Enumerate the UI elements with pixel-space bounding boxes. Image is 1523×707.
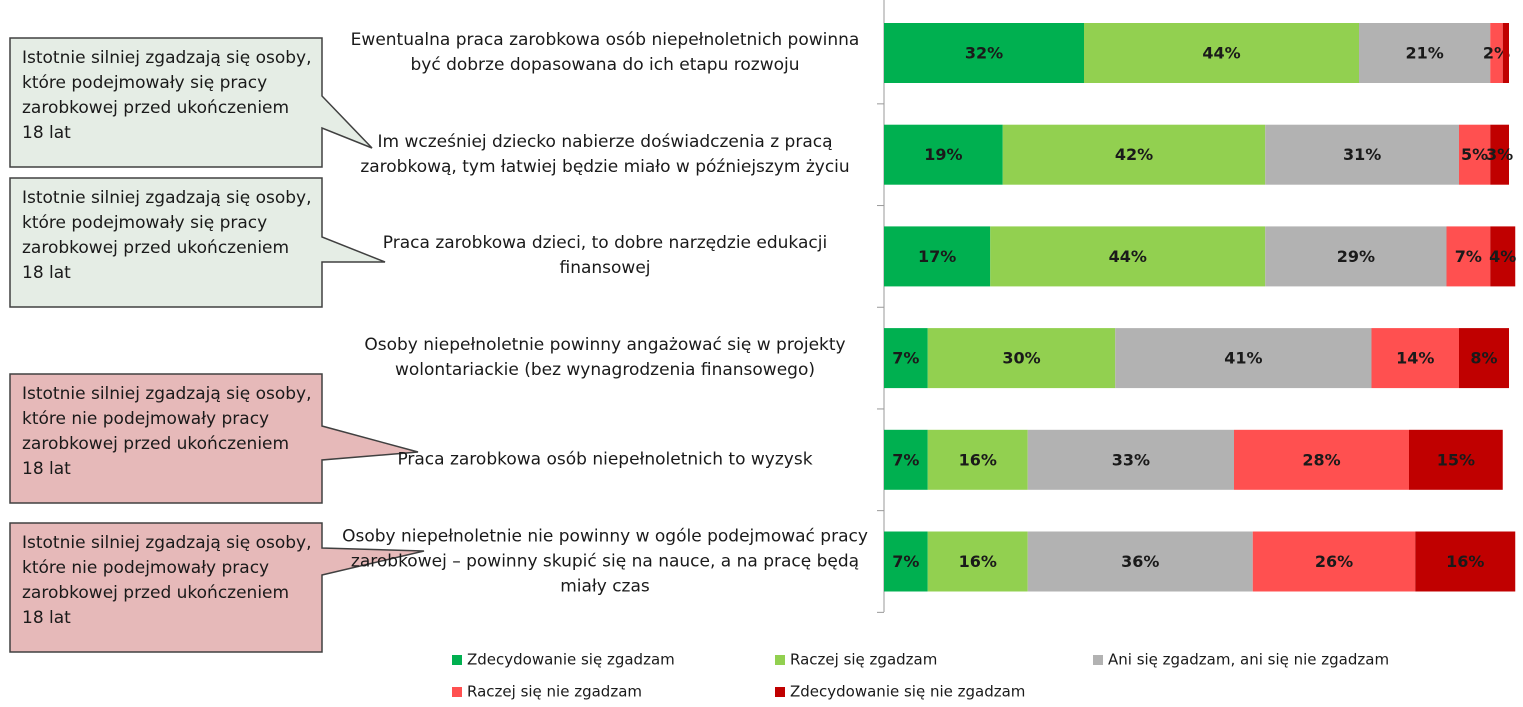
legend-marker <box>775 655 785 665</box>
bar-segment <box>1027 429 1234 490</box>
callout-box <box>9 177 386 308</box>
value-label: 16% <box>959 552 997 571</box>
bar-segment <box>1409 429 1503 490</box>
value-label: 30% <box>1002 349 1040 368</box>
legend-marker <box>1093 655 1103 665</box>
value-label: 3% <box>1486 145 1513 164</box>
value-label: 29% <box>1337 247 1375 266</box>
bar-segment <box>1234 429 1409 490</box>
legend-label: Ani się zgadzam, ani się nie zgadzam <box>1108 651 1389 669</box>
bar-segment <box>1459 328 1509 389</box>
category-label: Praca zarobkowa dzieci, to dobre narzędz… <box>382 233 828 279</box>
callout-box <box>9 522 425 653</box>
value-label: 7% <box>892 349 919 368</box>
value-label: 28% <box>1302 450 1340 469</box>
value-label: 19% <box>924 145 962 164</box>
value-label: 7% <box>892 450 919 469</box>
bar-segment <box>1371 328 1459 389</box>
callout-text: Istotnie silniej zgadzają się osoby, któ… <box>22 188 312 283</box>
category-label: Osoby niepełnoletnie powinny angażować s… <box>364 335 846 381</box>
category-label: Osoby niepełnoletnie nie powinny w ogóle… <box>342 526 868 596</box>
bar-segment <box>927 429 1028 490</box>
value-label: 5% <box>1461 145 1488 164</box>
bar-segment <box>1002 124 1266 185</box>
legend-label: Raczej się zgadzam <box>790 651 937 669</box>
bar-segment <box>1415 531 1516 592</box>
bar-segment <box>884 23 1084 83</box>
value-label: 7% <box>892 552 919 571</box>
bar-segment <box>1115 328 1372 389</box>
legend-marker <box>452 655 462 665</box>
value-label: 16% <box>959 450 997 469</box>
value-label: 42% <box>1115 145 1153 164</box>
bar-segment <box>1490 124 1509 185</box>
value-label: 31% <box>1343 145 1381 164</box>
bar-segment <box>1265 124 1459 185</box>
callout-text: Istotnie silniej zgadzają się osoby, któ… <box>22 48 312 143</box>
callout-text: Istotnie silniej zgadzają się osoby, któ… <box>22 384 312 479</box>
bar-segment <box>884 429 928 490</box>
category-label: Im wcześniej dziecko nabierze doświadcze… <box>360 131 850 177</box>
legend-marker <box>775 687 785 697</box>
legend-label: Zdecydowanie się nie zgadzam <box>790 683 1025 701</box>
value-label: 14% <box>1396 349 1434 368</box>
bar-segment <box>927 328 1116 389</box>
value-label: 44% <box>1109 247 1147 266</box>
bar-segment <box>927 531 1028 592</box>
bar-segment <box>1027 531 1253 592</box>
bar-segment <box>1490 226 1516 287</box>
bar-segment <box>884 531 928 592</box>
bar-segment <box>1490 23 1503 83</box>
value-label: 15% <box>1437 450 1475 469</box>
value-label: 32% <box>965 44 1003 63</box>
bar-segment <box>1359 23 1491 83</box>
value-label: 33% <box>1112 450 1150 469</box>
callout-text: Istotnie silniej zgadzają się osoby, któ… <box>22 533 312 628</box>
value-label: 8% <box>1470 349 1497 368</box>
bar-segment <box>1446 226 1491 287</box>
bar-segment <box>1252 531 1416 592</box>
bar-segment <box>884 226 991 287</box>
legend-label: Raczej się nie zgadzam <box>467 683 642 701</box>
value-label: 41% <box>1224 349 1262 368</box>
bar-segment <box>1459 124 1491 185</box>
bar-segment <box>1265 226 1447 287</box>
value-label: 4% <box>1489 247 1516 266</box>
callout-box <box>9 373 419 504</box>
legend-marker <box>452 687 462 697</box>
callout-box <box>9 37 373 168</box>
bar-segment <box>884 328 928 389</box>
value-label: 21% <box>1405 44 1443 63</box>
bar-segment <box>1084 23 1359 83</box>
value-label: 26% <box>1315 552 1353 571</box>
legend-label: Zdecydowanie się zgadzam <box>467 651 675 669</box>
value-label: 44% <box>1202 44 1240 63</box>
bar-segment <box>990 226 1266 287</box>
value-label: 36% <box>1121 552 1159 571</box>
value-label: 16% <box>1446 552 1484 571</box>
value-label: 7% <box>1455 247 1482 266</box>
value-label: 17% <box>918 247 956 266</box>
category-label: Praca zarobkowa osób niepełnoletnich to … <box>397 449 813 470</box>
category-label: Ewentualna praca zarobkowa osób niepełno… <box>350 30 860 75</box>
bar-segment <box>884 124 1003 185</box>
bar-segment <box>1502 23 1509 83</box>
